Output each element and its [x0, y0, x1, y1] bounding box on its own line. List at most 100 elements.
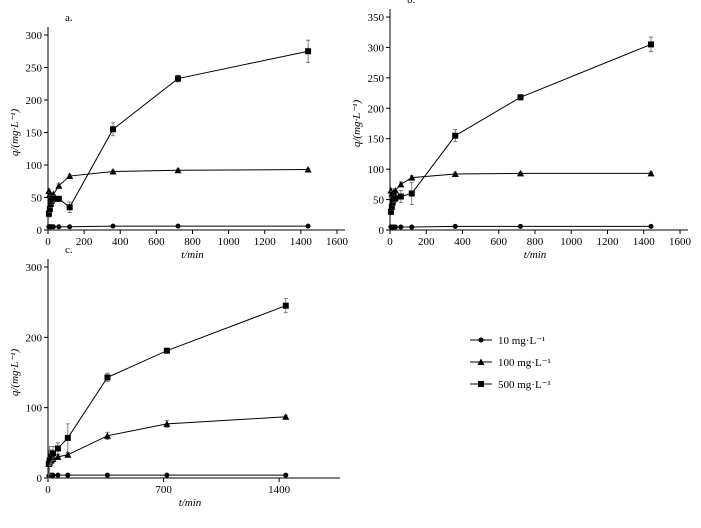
marker [397, 193, 404, 200]
x-tick-label: 400 [454, 236, 471, 248]
y-axis-label: q/(mg·L⁻¹) [9, 109, 21, 157]
y-tick-label: 0 [37, 225, 43, 237]
panel-title: a. [65, 12, 73, 24]
marker [305, 48, 312, 55]
marker [647, 169, 655, 177]
marker [66, 172, 74, 180]
y-tick-label: 50 [373, 195, 385, 207]
y-tick-label: 200 [368, 103, 385, 115]
y-tick-label: 150 [26, 128, 43, 140]
marker [392, 224, 398, 230]
legend-marker [478, 381, 484, 387]
x-tick-label: 1600 [669, 236, 692, 248]
marker [175, 75, 182, 82]
y-axis-label: q/(mg·L⁻¹) [9, 349, 21, 397]
x-tick-label: 400 [112, 236, 129, 248]
marker [163, 420, 171, 427]
marker [175, 223, 181, 229]
y-tick-label: 300 [26, 30, 43, 42]
marker [64, 434, 71, 441]
marker [163, 347, 170, 354]
marker [174, 166, 182, 174]
marker [517, 94, 524, 101]
legend-label: 500 mg·L⁻¹ [498, 379, 551, 391]
marker [66, 204, 73, 211]
y-tick-label: 150 [368, 134, 385, 146]
y-tick-label: 250 [26, 63, 43, 75]
x-tick-label: 800 [527, 236, 544, 248]
marker [283, 472, 289, 478]
marker [391, 186, 399, 194]
marker [48, 453, 55, 460]
series-line [48, 305, 286, 465]
x-tick-label: 1200 [597, 236, 620, 248]
marker [452, 223, 458, 229]
x-tick-label: 1400 [268, 484, 291, 496]
x-tick-label: 600 [491, 236, 508, 248]
x-tick-label: 1600 [326, 236, 349, 248]
y-axis-label: q/(mg·L⁻¹) [351, 100, 363, 148]
x-tick-label: 200 [418, 236, 435, 248]
x-axis-label: t/min [524, 249, 547, 261]
y-tick-label: 300 [368, 42, 385, 54]
marker [104, 374, 111, 381]
marker [54, 453, 62, 460]
x-tick-label: 700 [155, 484, 172, 496]
marker [304, 166, 312, 173]
marker [397, 180, 405, 188]
marker [408, 174, 416, 181]
legend-label: 10 mg·L⁻¹ [498, 335, 545, 347]
marker [49, 450, 56, 457]
legend-marker [478, 337, 484, 343]
x-tick-label: 600 [148, 236, 165, 248]
marker [517, 169, 524, 177]
marker [45, 460, 52, 467]
legend-marker [477, 358, 485, 365]
marker [451, 170, 459, 178]
marker [164, 472, 170, 478]
marker [50, 224, 56, 230]
y-tick-label: 350 [368, 12, 385, 24]
x-tick-label: 200 [76, 236, 93, 248]
marker [388, 203, 395, 210]
marker [50, 195, 57, 202]
marker [45, 210, 52, 217]
marker [103, 432, 111, 439]
marker [55, 472, 61, 478]
marker [452, 132, 459, 139]
y-tick-label: 100 [26, 403, 43, 415]
marker [65, 472, 71, 478]
x-axis-label: t/min [179, 497, 202, 509]
marker [46, 206, 53, 213]
marker [109, 168, 117, 175]
marker [648, 223, 654, 229]
x-tick-label: 1000 [218, 236, 241, 248]
x-tick-label: 0 [45, 484, 51, 496]
y-tick-label: 100 [26, 160, 43, 172]
x-tick-label: 1200 [254, 236, 277, 248]
y-tick-label: 300 [26, 262, 43, 274]
marker [110, 126, 117, 133]
marker [54, 445, 61, 452]
y-tick-label: 100 [368, 164, 385, 176]
marker [104, 472, 110, 478]
marker [398, 224, 404, 230]
marker [64, 451, 72, 458]
marker [408, 190, 415, 197]
x-tick-label: 1000 [560, 236, 583, 248]
marker [50, 472, 56, 478]
series-line [390, 172, 651, 194]
x-tick-label: 1400 [290, 236, 313, 248]
x-axis-label: t/min [181, 249, 204, 261]
legend-label: 100 mg·L⁻¹ [498, 357, 551, 369]
x-tick-label: 800 [184, 236, 201, 248]
y-tick-label: 200 [26, 95, 43, 107]
x-tick-label: 0 [387, 236, 393, 248]
marker [409, 224, 415, 230]
marker [282, 413, 290, 420]
marker [387, 208, 394, 215]
marker [56, 224, 62, 230]
marker [305, 223, 311, 229]
